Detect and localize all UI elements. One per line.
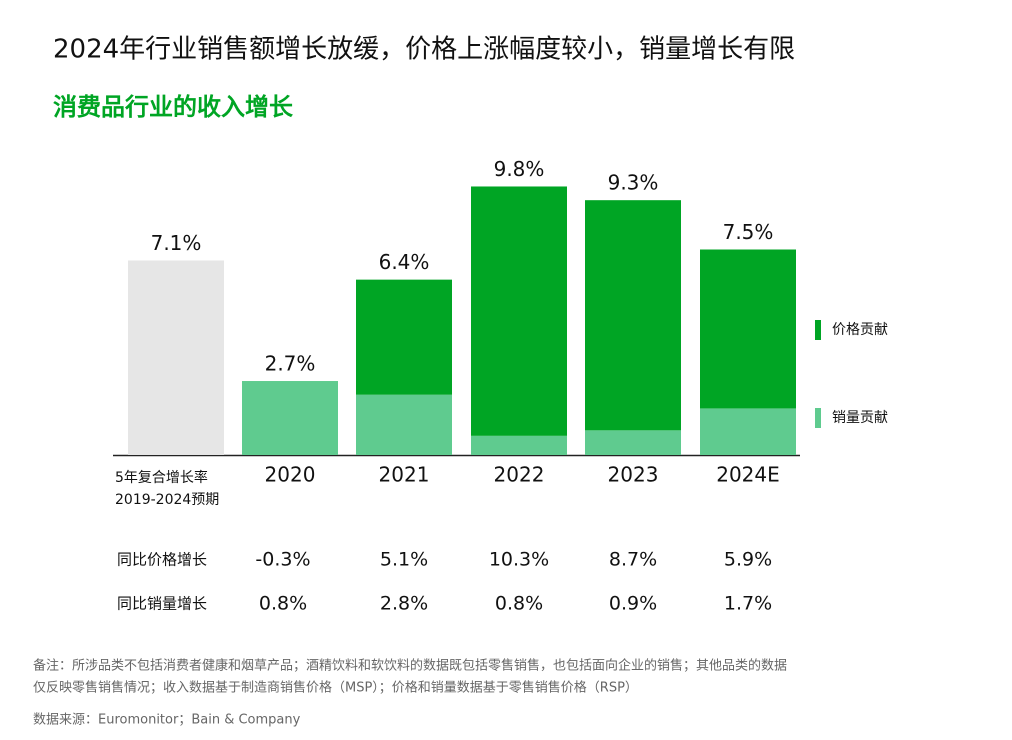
bar-segment (700, 408, 796, 455)
bar-segment (585, 430, 681, 455)
table-cell: 8.7% (609, 549, 657, 571)
bar-segment (471, 435, 567, 455)
x-tick-label: 2024E (716, 463, 780, 487)
bar (128, 260, 224, 455)
value-label: 9.3% (608, 171, 659, 195)
value-label: 6.4% (379, 250, 430, 274)
x-tick-label: 2020 (265, 463, 316, 487)
table-cell: 1.7% (724, 593, 772, 615)
value-label: 9.8% (494, 157, 545, 181)
legend-swatch (815, 408, 821, 428)
bar-segment (471, 186, 567, 436)
value-label: 2.7% (265, 352, 316, 376)
note: 备注：所涉品类不包括消费者健康和烟草产品；酒精饮料和软饮料的数据既包括零售销售，… (33, 658, 787, 674)
table-cell: 5.1% (380, 549, 428, 571)
bar-segment (242, 381, 338, 455)
table-cell: 0.8% (259, 593, 307, 615)
table-cell: -0.3% (255, 549, 310, 571)
chart-subtitle: 消费品行业的收入增长 (53, 93, 294, 121)
legend-swatch (815, 320, 821, 340)
source: 数据来源：Euromonitor；Bain & Company (33, 713, 301, 728)
x-tick-label: 2022 (494, 463, 545, 487)
table-cell: 5.9% (724, 549, 772, 571)
x-tick-label: 2023 (608, 463, 659, 487)
x-tick-label: 2021 (379, 463, 430, 487)
bar-segment (700, 249, 796, 409)
table-cell: 0.9% (609, 593, 657, 615)
bar-segment (356, 279, 452, 395)
table-cell: 2.8% (380, 593, 428, 615)
bar-segment (585, 200, 681, 431)
x-tick-label: 5年复合增长率 (115, 469, 208, 486)
chart-title: 2024年行业销售额增长放缓，价格上涨幅度较小，销量增长有限 (53, 35, 795, 65)
value-label: 7.5% (723, 220, 774, 244)
table-cell: 10.3% (489, 549, 549, 571)
value-label: 7.1% (151, 231, 202, 255)
note: 仅反映零售销售情况；收入数据基于制造商销售价格（MSP）；价格和销量数据基于零售… (33, 680, 638, 696)
table-cell: 0.8% (495, 593, 543, 615)
bar-segment (356, 394, 452, 455)
row-label: 同比价格增长 (117, 551, 207, 569)
legend-label: 价格贡献 (832, 322, 888, 338)
legend-label: 销量贡献 (832, 410, 888, 426)
x-tick-label: 2019-2024预期 (115, 492, 219, 508)
row-label: 同比销量增长 (117, 595, 207, 613)
